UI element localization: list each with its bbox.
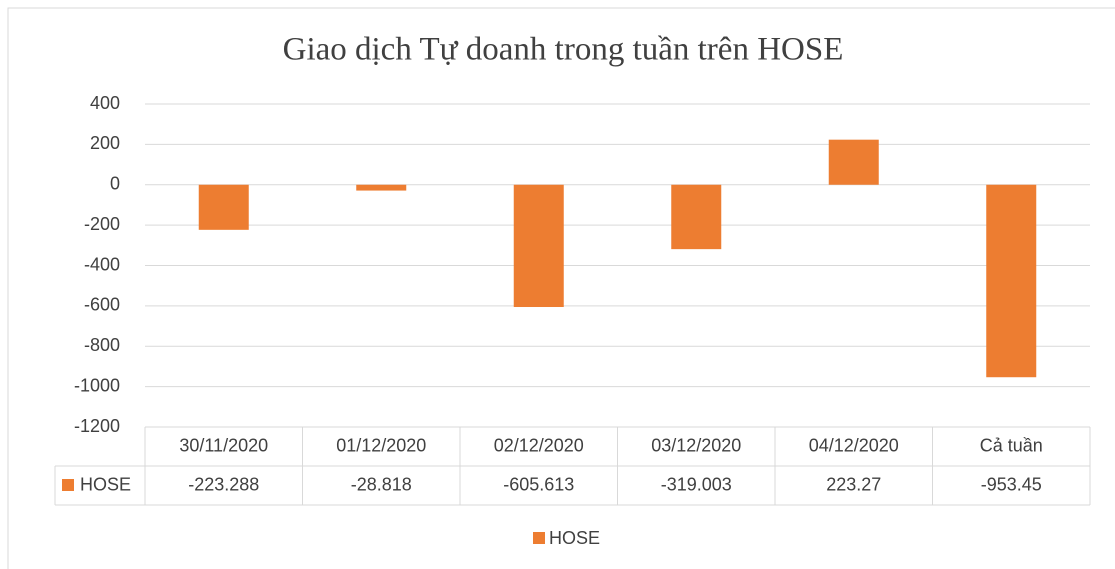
x-tick-label: 04/12/2020 bbox=[809, 435, 899, 455]
y-tick-label: 0 bbox=[110, 174, 120, 194]
y-tick-label: -1200 bbox=[74, 416, 120, 436]
table-value: -28.818 bbox=[351, 474, 412, 494]
y-tick-label: -200 bbox=[84, 214, 120, 234]
y-tick-label: -800 bbox=[84, 335, 120, 355]
bar bbox=[356, 184, 407, 191]
x-tick-label: Cả tuần bbox=[980, 435, 1043, 455]
y-tick-label: -600 bbox=[84, 295, 120, 315]
y-tick-label: 200 bbox=[90, 133, 120, 153]
y-tick-label: -1000 bbox=[74, 375, 120, 395]
chart-title: Giao dịch Tự doanh trong tuần trên HOSE bbox=[283, 32, 844, 68]
bar bbox=[986, 184, 1037, 378]
x-tick-label: 30/11/2020 bbox=[179, 435, 268, 455]
legend-key bbox=[533, 532, 545, 544]
x-tick-label: 02/12/2020 bbox=[494, 435, 584, 455]
table-series-name: HOSE bbox=[80, 474, 131, 494]
bar bbox=[671, 184, 722, 250]
table-value: 223.27 bbox=[826, 474, 881, 494]
table-value: -223.288 bbox=[188, 474, 259, 494]
legend-key bbox=[62, 479, 74, 491]
table-value: -605.613 bbox=[503, 474, 574, 494]
table-value: -319.003 bbox=[661, 474, 732, 494]
x-tick-label: 03/12/2020 bbox=[651, 435, 741, 455]
bar bbox=[828, 139, 879, 185]
bar bbox=[513, 184, 564, 308]
legend-label: HOSE bbox=[549, 528, 600, 548]
y-tick-label: 400 bbox=[90, 93, 120, 113]
y-tick-label: -400 bbox=[84, 254, 120, 274]
x-tick-label: 01/12/2020 bbox=[336, 435, 426, 455]
bar bbox=[198, 184, 249, 230]
table-value: -953.45 bbox=[981, 474, 1042, 494]
